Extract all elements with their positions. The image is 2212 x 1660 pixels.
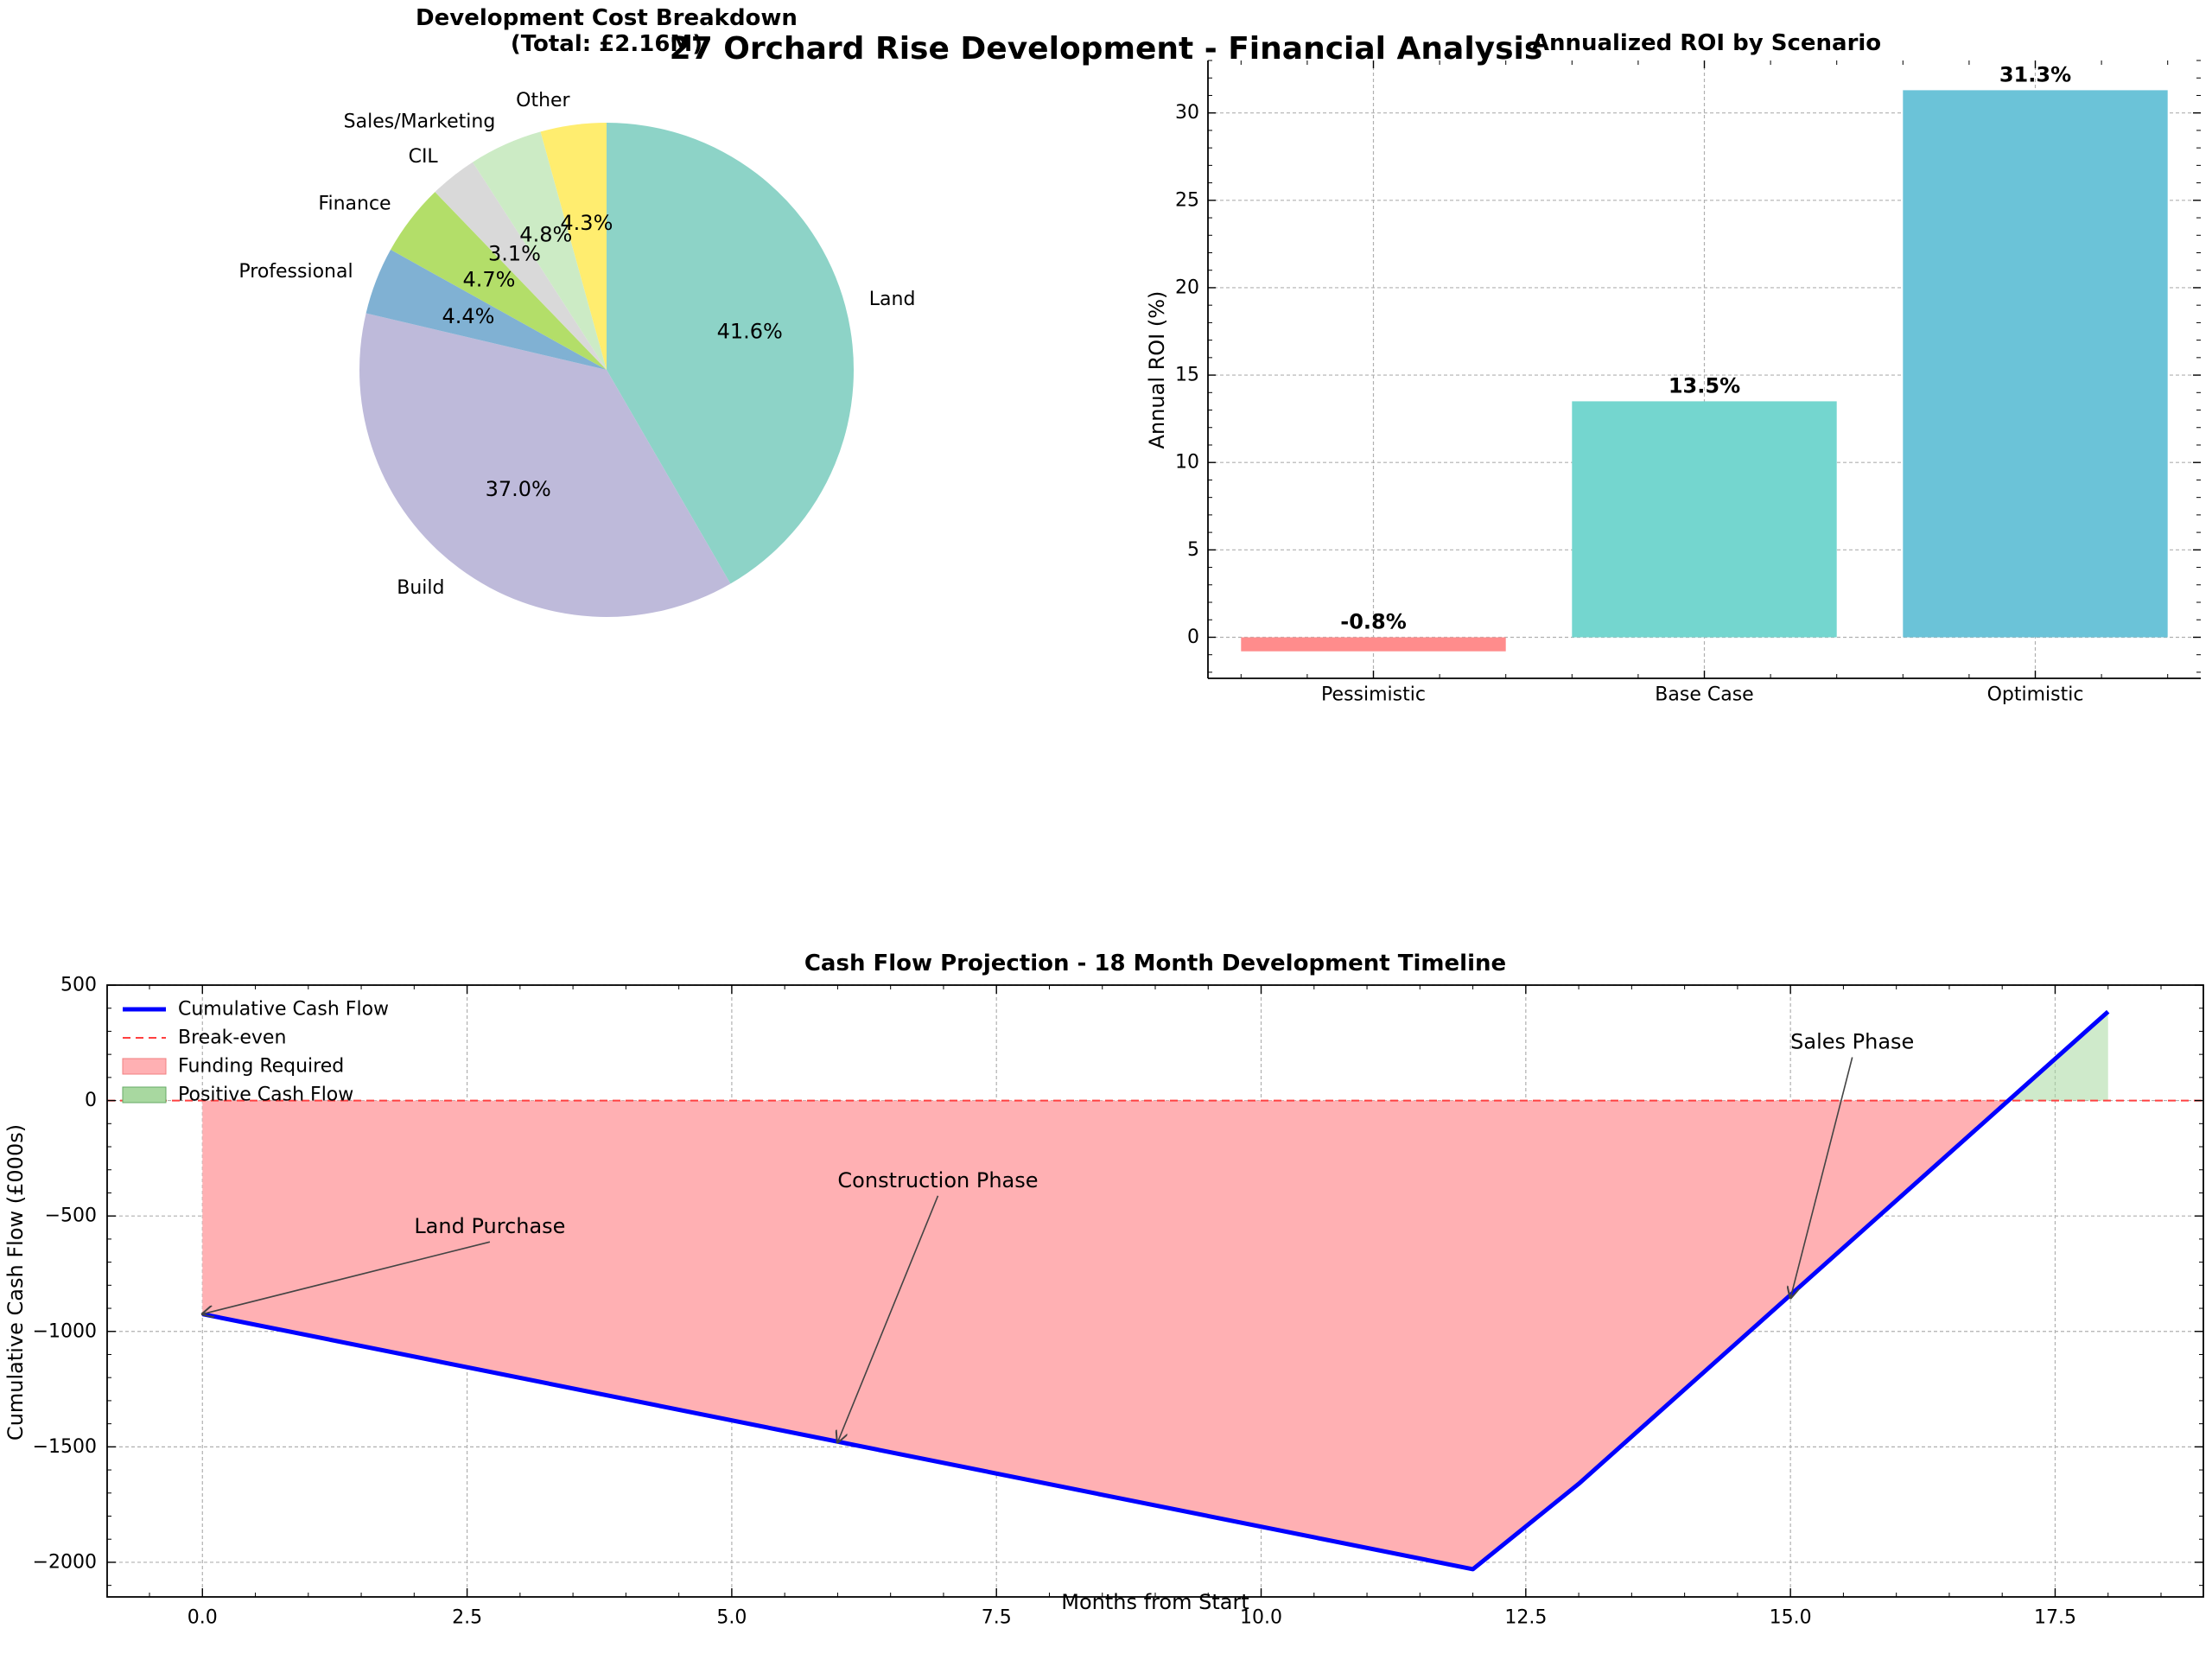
pie-slice-other xyxy=(540,123,607,370)
roi-y-tick-label: 10 xyxy=(1175,452,1199,474)
roi-axes: 0 5 10 15 20 25 30 Pessimistic Base Case Optimist… xyxy=(1175,60,2201,706)
pie-category-label-finance: Finance xyxy=(318,194,391,215)
pie-pct-label-professional: 4.4% xyxy=(442,304,495,328)
roi-bars: -0.8%13.5%31.3% xyxy=(1241,62,2168,652)
pie-slice-sales-marketing xyxy=(473,131,607,370)
figure-title: 27 Orchard Rise Development - Financial … xyxy=(670,31,1543,67)
roi-value-label-base-case: 13.5% xyxy=(1669,373,1740,398)
cf-x-tick-label: 12.5 xyxy=(1504,1607,1547,1629)
pie-slice-finance xyxy=(391,192,607,370)
cf-annotation-arrow-sales-phase xyxy=(1790,1057,1853,1299)
pie-slice-land xyxy=(607,123,855,584)
pie-pct-label-land: 41.6% xyxy=(717,320,783,344)
pie-pct-label-other: 4.3% xyxy=(560,211,613,235)
roi-y-tick-label: 15 xyxy=(1175,365,1199,386)
pie-labels: 41.6% Land 37.0% Build 4.4% Professional 4.7% F… xyxy=(238,90,915,599)
cf-legend-swatch-funding-required xyxy=(122,1058,167,1075)
cash-flow-line-chart: 0.0 2.5 5.0 7.5 10.0 12.5 15.0 17.5 −2000 −1500 −1… xyxy=(3,951,2204,1629)
cf-annotation-land-purchase: Land Purchase xyxy=(414,1214,565,1238)
cf-axes: 0.0 2.5 5.0 7.5 10.0 12.5 15.0 17.5 −2000 −1500 −1… xyxy=(33,975,2204,1629)
pie-category-label-sales-marketing: Sales/Marketing xyxy=(344,111,496,132)
pie-category-label-professional: Professional xyxy=(238,261,353,283)
cf-y-axis-label: Cumulative Cash Flow (£000s) xyxy=(3,1124,28,1441)
cf-y-tick-label: −500 xyxy=(45,1205,97,1227)
cf-legend-label-cumulative-cash-flow: Cumulative Cash Flow xyxy=(178,999,389,1021)
cf-y-tick-label: 500 xyxy=(60,975,97,996)
pie-pct-label-finance: 4.7% xyxy=(463,267,516,291)
pie-pct-label-sales-marketing: 4.8% xyxy=(519,222,572,246)
roi-x-tick-label-base-case: Base Case xyxy=(1655,684,1753,706)
cf-legend-swatch-positive-cash-flow xyxy=(122,1086,167,1103)
cf-annotation-arrow-land-purchase xyxy=(202,1241,491,1314)
cf-x-tick-label: 15.0 xyxy=(1770,1607,1812,1629)
cf-x-tick-label: 17.5 xyxy=(2034,1607,2076,1629)
cost-breakdown-pie-chart: 41.6% Land 37.0% Build 4.4% Professional 4.7% F… xyxy=(238,5,915,618)
pie-category-label-cil: CIL xyxy=(409,146,439,168)
pie-slice-cil xyxy=(435,162,607,370)
roi-y-tick-label: 20 xyxy=(1175,277,1199,298)
pie-title-line-2: (Total: £2.16M) xyxy=(511,31,702,57)
pie-pct-label-build: 37.0% xyxy=(486,477,551,501)
cf-y-tick-label: −1000 xyxy=(33,1320,97,1342)
cf-annotation-arrow-construction-phase xyxy=(837,1195,939,1442)
cf-fill-areas xyxy=(202,1011,2108,1569)
cf-x-tick-label: 5.0 xyxy=(716,1607,747,1629)
cf-y-tick-label: −2000 xyxy=(33,1551,97,1573)
cf-funding-required-area xyxy=(202,1100,2009,1569)
roi-value-label-pessimistic: -0.8% xyxy=(1340,610,1407,634)
cf-x-tick-label: 2.5 xyxy=(452,1607,482,1629)
roi-x-tick-label-optimistic: Optimistic xyxy=(1987,684,2084,706)
pie-slice-professional xyxy=(365,249,607,370)
roi-x-tick-label-pessimistic: Pessimistic xyxy=(1321,684,1426,706)
cf-legend-label-positive-cash-flow: Positive Cash Flow xyxy=(178,1084,353,1106)
roi-y-tick-label: 25 xyxy=(1175,189,1199,211)
pie-slice-build xyxy=(359,313,731,618)
roi-bar-optimistic xyxy=(1903,90,2168,638)
cf-x-axis-label: Months from Start xyxy=(1061,1590,1249,1614)
roi-y-axis-label: Annual ROI (%) xyxy=(1145,291,1169,449)
cf-annotation-construction-phase: Construction Phase xyxy=(837,1168,1038,1193)
pie-pct-label-cil: 3.1% xyxy=(488,242,541,266)
pie-category-label-build: Build xyxy=(397,577,444,599)
pie-slices xyxy=(359,123,855,618)
cf-y-tick-label: −1500 xyxy=(33,1436,97,1458)
cf-x-tick-label: 0.0 xyxy=(188,1607,218,1629)
roi-bar-base-case xyxy=(1572,401,1837,638)
roi-y-tick-label: 30 xyxy=(1175,102,1199,124)
cf-legend-label-break-even: Break-even xyxy=(178,1027,286,1049)
roi-y-tick-label: 0 xyxy=(1187,626,1199,648)
cf-x-tick-label: 10.0 xyxy=(1240,1607,1282,1629)
pie-title-line-1: Development Cost Breakdown xyxy=(416,5,798,31)
cf-annotation-sales-phase: Sales Phase xyxy=(1790,1029,1914,1053)
cf-legend: Cumulative Cash Flow Break-even Funding Re… xyxy=(122,999,389,1106)
roi-title: Annualized ROI by Scenario xyxy=(1532,30,1881,56)
pie-category-label-land: Land xyxy=(869,289,916,310)
roi-bar-pessimistic xyxy=(1241,637,1506,652)
pie-category-label-other: Other xyxy=(516,90,570,111)
cf-legend-label-funding-required: Funding Required xyxy=(178,1056,344,1078)
cf-title: Cash Flow Projection - 18 Month Developm… xyxy=(804,951,1506,976)
roi-y-tick-label: 5 xyxy=(1187,539,1199,561)
cf-annotations: Land Purchase Construction Phase Sales Pha… xyxy=(202,1029,1914,1442)
cf-x-tick-label: 7.5 xyxy=(982,1607,1012,1629)
cf-y-tick-label: 0 xyxy=(85,1090,97,1111)
